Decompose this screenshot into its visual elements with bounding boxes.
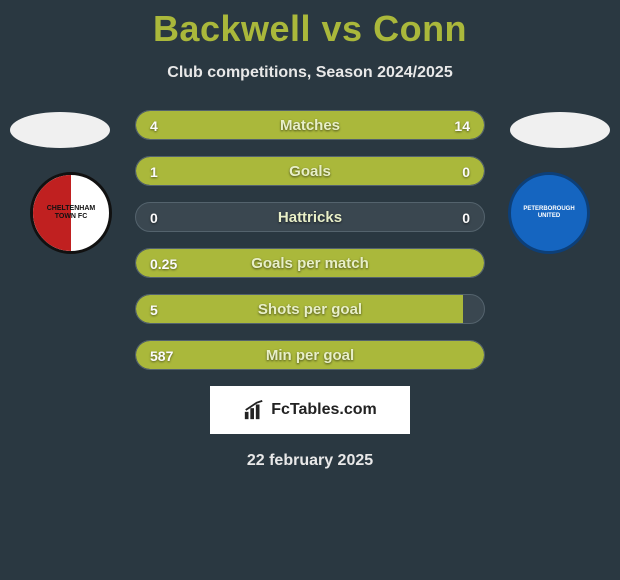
stat-bars: 414Matches 10Goals 00Hattricks 0.25Goals pe… xyxy=(135,110,485,370)
date-text: 22 february 2025 xyxy=(0,452,620,470)
club-badge-left: CHELTENHAMTOWN FC xyxy=(30,172,112,254)
bar-label: Hattricks xyxy=(136,203,484,232)
club-badge-right-text: PETERBOROUGHUNITED xyxy=(523,206,574,219)
bar-label: Shots per goal xyxy=(136,295,484,324)
bar-label: Goals per match xyxy=(136,249,484,278)
player-photo-placeholder-right xyxy=(510,112,610,148)
subtitle: Club competitions, Season 2024/2025 xyxy=(0,64,620,82)
stat-bar: 5Shots per goal xyxy=(135,294,485,324)
comparison-panel: CHELTENHAMTOWN FC PETERBOROUGHUNITED 414… xyxy=(0,110,620,470)
stat-bar: 414Matches xyxy=(135,110,485,140)
bar-label: Matches xyxy=(136,111,484,140)
stat-bar: 587Min per goal xyxy=(135,340,485,370)
stat-bar: 00Hattricks xyxy=(135,202,485,232)
club-badge-right: PETERBOROUGHUNITED xyxy=(508,172,590,254)
stat-bar: 0.25Goals per match xyxy=(135,248,485,278)
player-photo-placeholder-left xyxy=(10,112,110,148)
bar-label: Goals xyxy=(136,157,484,186)
page-title: Backwell vs Conn xyxy=(0,0,620,50)
bar-label: Min per goal xyxy=(136,341,484,370)
chart-icon xyxy=(243,399,265,421)
stat-bar: 10Goals xyxy=(135,156,485,186)
branding-badge: FcTables.com xyxy=(210,386,410,434)
club-badge-left-text: CHELTENHAMTOWN FC xyxy=(47,205,95,220)
branding-text: FcTables.com xyxy=(271,401,377,419)
